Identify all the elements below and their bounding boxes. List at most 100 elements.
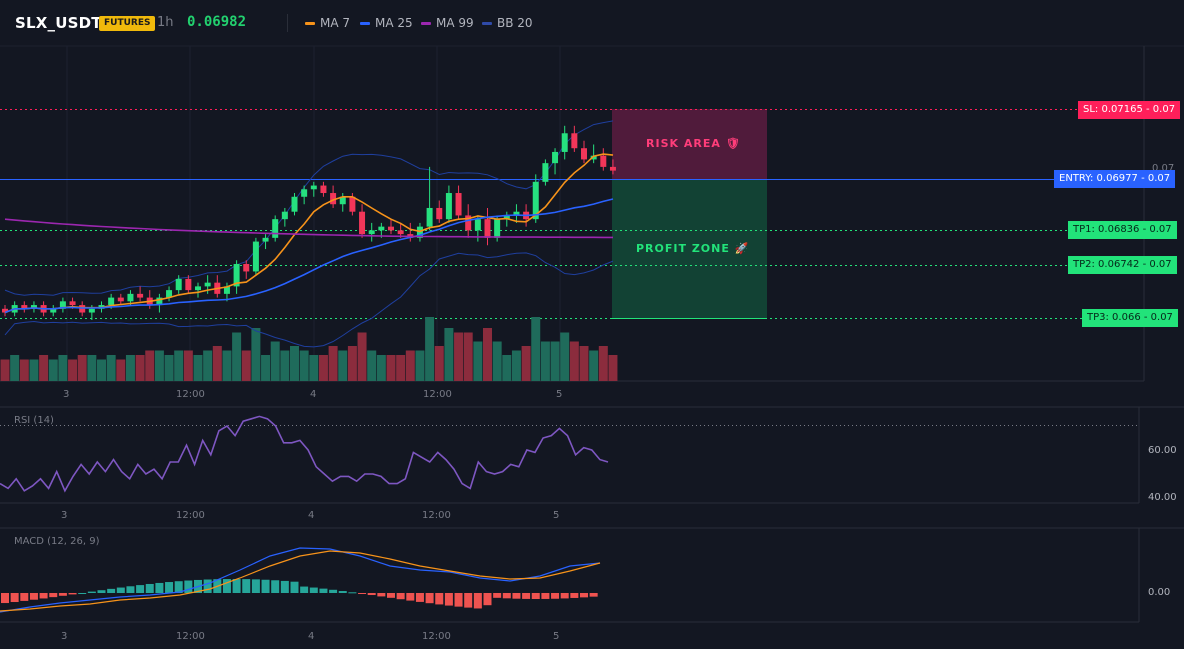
macd-hist-bar (580, 593, 588, 598)
volume-bar (425, 317, 435, 381)
macd-hist-bar (502, 593, 511, 599)
volume-bar (193, 355, 203, 381)
tp2-tag-text: TP2: 0.06742 (1073, 259, 1140, 270)
sl-tag-text: SL: 0.07165 (1083, 104, 1143, 115)
bb20-swatch (482, 21, 492, 25)
volume-bar (164, 355, 174, 381)
macd-hist-bar (251, 579, 260, 593)
sl-price-tag[interactable]: SL: 0.07165 - 0.07 (1078, 101, 1181, 119)
candle-body (185, 278, 192, 291)
interval-selector[interactable]: 1h (157, 15, 174, 30)
macd-hist-bar (309, 587, 318, 593)
volume-bar (405, 350, 415, 381)
legend-ma99[interactable]: MA 99 (421, 16, 474, 30)
macd-axis-zero: 0.00 (1148, 587, 1171, 598)
entry-tag-text: ENTRY: 0.06977 (1059, 173, 1138, 184)
rsi-axis-40: 40.00 (1148, 492, 1177, 503)
volume-bar (29, 359, 39, 381)
candle-body (552, 151, 559, 164)
macd-hist-bar (493, 593, 502, 598)
volume-bar (502, 355, 512, 381)
macd-hist-bar (49, 593, 58, 598)
macd-hist-bar (87, 591, 96, 593)
legend-bb20[interactable]: BB 20 (482, 16, 533, 30)
macd-signal-line (0, 550, 601, 612)
volume-bar (87, 355, 97, 381)
macd-hist-bar (155, 582, 164, 593)
candle-body (465, 215, 472, 231)
candle-body (455, 193, 462, 216)
macd-hist-bar (435, 593, 444, 605)
macd-hist-bar (280, 580, 289, 593)
rsi-time-tick-3: 3 (61, 510, 68, 521)
candle-body (600, 155, 607, 167)
ma7-line (4, 153, 614, 314)
macd-hist-bar (261, 579, 270, 593)
macd-hist-bar (78, 593, 87, 594)
volume-bar (328, 346, 338, 381)
volume-bar (212, 346, 222, 381)
tp1-tag-text: TP1: 0.06836 (1073, 224, 1140, 235)
macd-hist-bar (184, 580, 193, 593)
volume-bar (579, 346, 589, 381)
macd-time-tick-1200a: 12:00 (176, 631, 205, 642)
symbol-title[interactable]: SLX_USDT (15, 14, 102, 32)
volume-bars (0, 317, 618, 381)
candle-body (388, 226, 394, 231)
candle-body (21, 305, 28, 309)
volume-bar (135, 355, 145, 381)
risk-area-text: RISK AREA (646, 137, 721, 150)
entry-tag-value: 0.07 (1147, 173, 1171, 184)
volume-bar (39, 355, 49, 381)
candle-body (262, 237, 269, 242)
candle-body (609, 166, 616, 171)
time-tick-1200b: 12:00 (423, 389, 452, 400)
candle-body (368, 230, 375, 235)
candle-body (494, 219, 501, 238)
volume-bar (531, 317, 541, 381)
volume-bar (347, 346, 357, 381)
tp1-price-tag[interactable]: TP1: 0.06836 - 0.07 (1068, 221, 1177, 239)
candle-body (426, 207, 433, 227)
volume-bar (232, 332, 242, 381)
candle-body (513, 211, 520, 216)
candle-body (50, 308, 57, 313)
volume-bar (396, 355, 406, 381)
candle-body (252, 241, 259, 272)
volume-bar (473, 341, 483, 381)
legend-ma25[interactable]: MA 25 (360, 16, 413, 30)
macd-hist-bar (329, 589, 338, 593)
time-tick-3: 3 (63, 389, 70, 400)
candle-body (561, 133, 568, 152)
rsi-line (0, 415, 609, 493)
sl-tag-value: 0.07 (1152, 104, 1176, 115)
candle-body (291, 196, 298, 212)
candle-body (137, 293, 144, 298)
macd-time-tick-5: 5 (553, 631, 560, 642)
volume-bar (116, 359, 126, 381)
macd-hist-bar (522, 593, 531, 599)
macd-hist-bar (396, 593, 405, 600)
bollinger-bands (4, 120, 614, 348)
tp2-price-tag[interactable]: TP2: 0.06742 - 0.07 (1068, 256, 1177, 274)
volume-bar (77, 355, 87, 381)
entry-price-tag[interactable]: ENTRY: 0.06977 - 0.07 (1054, 170, 1176, 188)
legend-ma7[interactable]: MA 7 (305, 16, 350, 30)
candle-body (88, 308, 95, 313)
candle-body (175, 278, 182, 291)
macd-time-tick-3: 3 (61, 631, 68, 642)
macd-hist-bar (58, 593, 67, 596)
macd-hist-bar (97, 590, 106, 593)
candle-body (330, 193, 337, 205)
macd-hist-bar (454, 593, 463, 607)
candle-body (310, 185, 317, 190)
header-divider (287, 14, 288, 32)
futures-badge: FUTURES (99, 16, 156, 31)
candle-body (542, 163, 549, 182)
volume-bar (106, 355, 116, 381)
volume-bar (463, 332, 473, 381)
tp3-price-tag[interactable]: TP3: 0.066 - 0.07 (1082, 309, 1178, 327)
macd-hist-bar (290, 581, 299, 593)
volume-bar (386, 355, 396, 381)
